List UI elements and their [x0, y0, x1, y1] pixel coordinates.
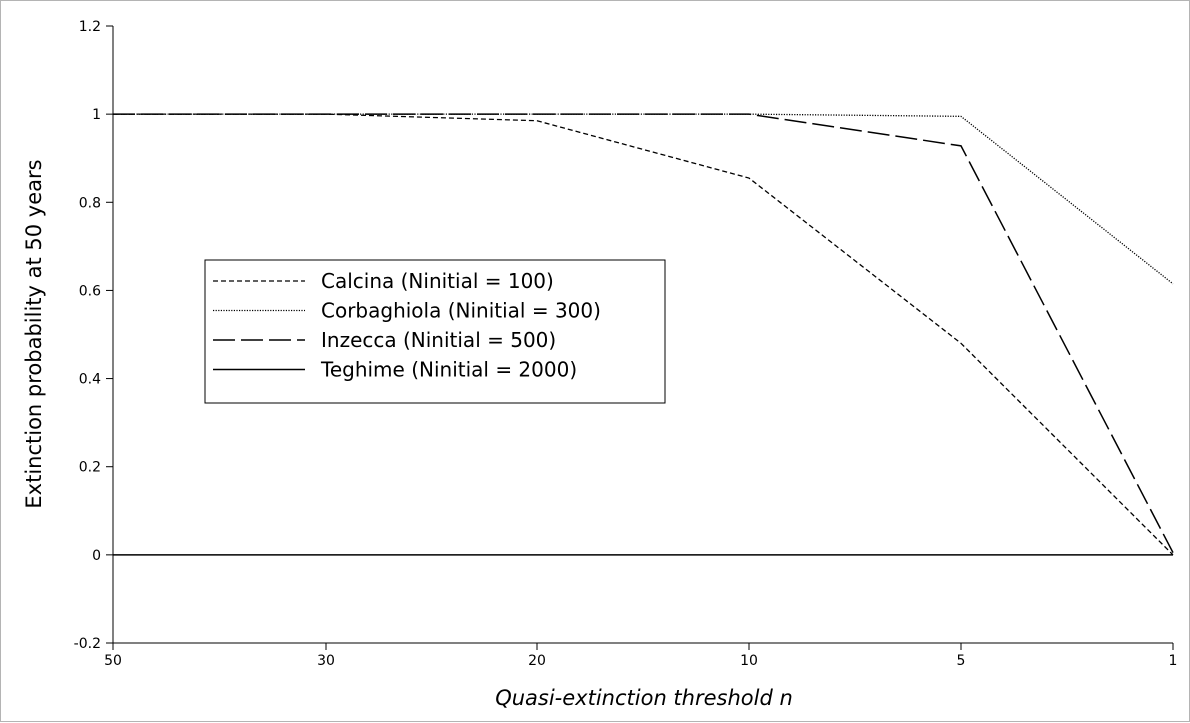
series-layer: [113, 113, 1174, 556]
y-axis-title: Extinction probability at 50 years: [22, 159, 46, 508]
x-tick-label: 5: [957, 653, 966, 669]
legend-label: Teghime (Ninitial = 2000): [320, 358, 577, 382]
legend-label: Calcina (Ninitial = 100): [321, 269, 554, 293]
y-tick-label: 0.6: [79, 283, 101, 299]
y-tick-label: 0.8: [79, 195, 101, 211]
x-tick-label: 10: [740, 653, 758, 669]
legend-label: Corbaghiola (Ninitial = 300): [321, 299, 601, 323]
x-tick-label: 20: [528, 653, 546, 669]
y-tick-label: -0.2: [74, 636, 101, 652]
legend-box: [204, 259, 666, 404]
series-line-inzecca: [113, 113, 1174, 553]
legend-label: Inzecca (Ninitial = 500): [321, 328, 556, 352]
y-tick-label: 0.4: [79, 372, 101, 388]
legend: Calcina (Ninitial = 100) Corbaghiola (Nin…: [204, 259, 666, 404]
axes: 1.2 1 0.8 0.6 0.4 0.2 0 -0.250 30 20 10 5 1: [74, 19, 1178, 669]
y-tick-label: 0.2: [79, 460, 101, 476]
x-tick-label: 30: [317, 653, 335, 669]
y-tick-label: 1: [92, 107, 101, 123]
x-tick-label: 50: [104, 653, 122, 669]
y-tick-label: 0: [92, 548, 101, 564]
y-tick-label: 1.2: [79, 19, 101, 35]
series-line-corbaghiola: [113, 113, 1174, 285]
x-tick-label: 1: [1169, 653, 1178, 669]
x-axis-title: Quasi-extinction threshold n: [495, 686, 793, 710]
